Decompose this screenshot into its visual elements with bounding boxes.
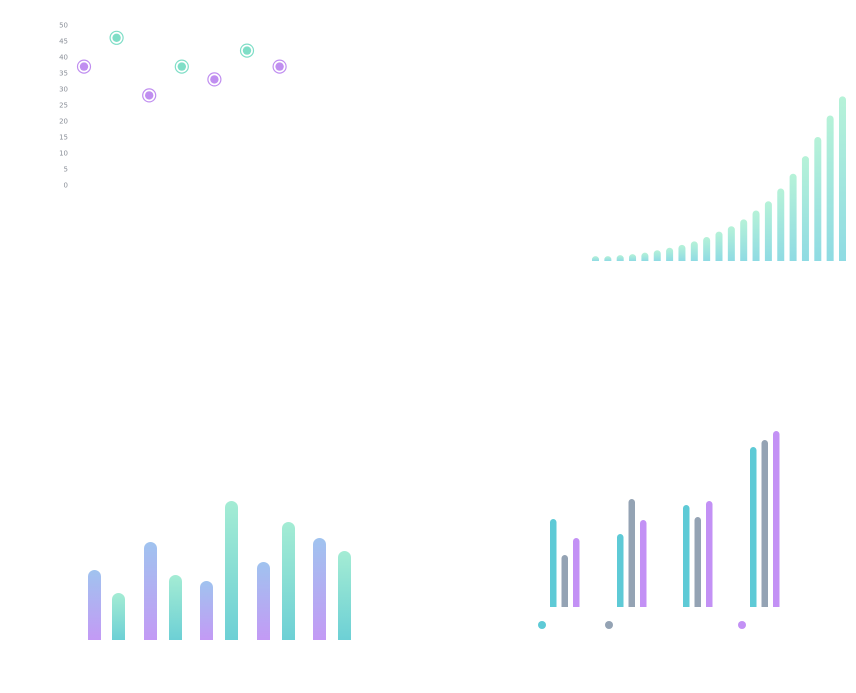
y-tick-label: 5 bbox=[64, 166, 68, 174]
growth-bar bbox=[814, 137, 822, 261]
gradient-bar bbox=[282, 522, 295, 640]
grouped-bar bbox=[750, 447, 757, 607]
gradient-bar bbox=[338, 551, 351, 640]
growth-bar bbox=[629, 254, 637, 261]
scatter-point bbox=[142, 88, 157, 103]
grouped-bar bbox=[628, 499, 635, 607]
gradient-bar bbox=[313, 538, 326, 640]
scatter-point-dot bbox=[275, 62, 284, 71]
grouped-bar-chart bbox=[538, 431, 780, 629]
grouped-bar bbox=[683, 505, 690, 607]
y-tick-label: 20 bbox=[59, 118, 68, 126]
grouped-bar bbox=[573, 538, 580, 607]
legend-marker bbox=[605, 621, 613, 629]
growth-bar bbox=[740, 219, 748, 261]
y-tick-label: 10 bbox=[59, 150, 68, 158]
gradient-bar bbox=[144, 542, 157, 640]
gradient-bar bbox=[225, 501, 238, 640]
growth-bar bbox=[604, 256, 612, 261]
growth-bar bbox=[703, 236, 711, 261]
growth-bar bbox=[801, 156, 809, 261]
growth-bar bbox=[678, 244, 686, 261]
growth-bar bbox=[727, 226, 735, 261]
growth-bar bbox=[789, 173, 797, 261]
gradient-bar bbox=[200, 581, 213, 640]
scatter-point-dot bbox=[242, 46, 252, 55]
grouped-bar bbox=[694, 517, 702, 607]
scatter-point bbox=[174, 59, 189, 74]
gradient-bar bbox=[257, 562, 270, 640]
grouped-bar bbox=[550, 519, 557, 607]
scatter-point-dot bbox=[210, 75, 219, 84]
growth-bar bbox=[666, 247, 674, 261]
growth-bar bbox=[592, 256, 599, 261]
scatter-point bbox=[207, 72, 222, 87]
grouped-bar bbox=[640, 520, 647, 607]
grouped-bar bbox=[561, 555, 568, 607]
growth-bar bbox=[839, 96, 846, 261]
scatter-point bbox=[109, 30, 124, 45]
growth-bar bbox=[777, 188, 785, 261]
scatter-point bbox=[76, 59, 92, 74]
gradient-bar-chart bbox=[88, 501, 351, 640]
growth-bar bbox=[752, 210, 760, 261]
y-tick-label: 0 bbox=[64, 182, 68, 190]
scatter-point-dot bbox=[145, 91, 154, 100]
grouped-bar bbox=[761, 440, 768, 607]
growth-bar bbox=[715, 231, 723, 261]
gradient-bar bbox=[112, 593, 125, 640]
y-tick-label: 35 bbox=[59, 70, 68, 78]
growth-bar bbox=[826, 115, 834, 261]
grouped-bar bbox=[773, 431, 780, 607]
growth-bar bbox=[653, 250, 661, 261]
y-tick-label: 45 bbox=[59, 38, 68, 46]
scatter-point-dot bbox=[177, 62, 186, 71]
scatter-point-dot bbox=[112, 33, 121, 42]
scatter-point bbox=[239, 43, 255, 58]
growth-bar bbox=[641, 252, 649, 261]
y-tick-label: 40 bbox=[59, 54, 68, 62]
scatter-point-dot bbox=[79, 62, 89, 71]
gradient-bar bbox=[88, 570, 101, 640]
y-tick-label: 30 bbox=[59, 86, 68, 94]
growth-bar bbox=[764, 201, 772, 261]
y-tick-label: 50 bbox=[59, 22, 68, 30]
growth-bar bbox=[616, 255, 624, 261]
scatter-point bbox=[272, 59, 287, 74]
y-tick-label: 15 bbox=[59, 134, 68, 142]
growth-bar-chart bbox=[592, 96, 846, 261]
growth-bar bbox=[690, 241, 698, 261]
legend-marker bbox=[738, 621, 746, 629]
grouped-bar bbox=[706, 501, 713, 607]
legend-marker bbox=[538, 621, 546, 629]
gradient-bar bbox=[169, 575, 182, 640]
grouped-bar bbox=[617, 534, 624, 607]
y-tick-label: 25 bbox=[59, 102, 68, 110]
